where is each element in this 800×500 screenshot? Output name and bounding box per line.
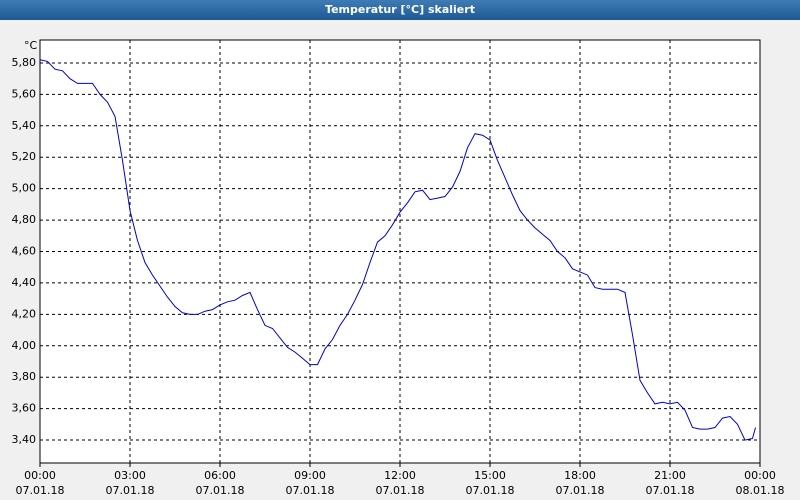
x-tick-date: 07.01.18 bbox=[376, 484, 425, 497]
x-tick-label: 15:00 bbox=[474, 469, 506, 482]
data-line bbox=[39, 59, 756, 441]
y-tick-label: 4,40 bbox=[12, 276, 37, 289]
x-tick-label: 21:00 bbox=[654, 469, 686, 482]
x-tick-date: 07.01.18 bbox=[16, 484, 65, 497]
x-tick-label: 00:00 bbox=[744, 469, 776, 482]
x-tick-date: 07.01.18 bbox=[556, 484, 605, 497]
chart-title: Temperatur [°C] skaliert bbox=[325, 3, 475, 16]
x-tick-date: 07.01.18 bbox=[286, 484, 335, 497]
x-tick-label: 06:00 bbox=[204, 469, 236, 482]
y-tick-label: 5,00 bbox=[12, 182, 37, 195]
y-tick-label: 5,60 bbox=[12, 87, 37, 100]
y-tick-label: 5,40 bbox=[12, 119, 37, 132]
plot-border bbox=[39, 39, 761, 464]
y-tick-label: 5,80 bbox=[12, 56, 37, 69]
x-tick-date: 07.01.18 bbox=[646, 484, 695, 497]
x-tick-label: 09:00 bbox=[294, 469, 326, 482]
x-tick-label: 18:00 bbox=[564, 469, 596, 482]
y-unit: °C bbox=[24, 39, 38, 52]
title-bar bbox=[0, 0, 800, 20]
x-tick-date: 08.01.18 bbox=[736, 484, 785, 497]
x-tick-label: 12:00 bbox=[384, 469, 416, 482]
y-tick-label: 5,20 bbox=[12, 150, 37, 163]
y-tick-label: 3,80 bbox=[12, 370, 37, 383]
x-tick-date: 07.01.18 bbox=[106, 484, 155, 497]
x-tick-date: 07.01.18 bbox=[196, 484, 245, 497]
y-tick-label: 3,40 bbox=[12, 433, 37, 446]
y-tick-label: 3,60 bbox=[12, 402, 37, 415]
y-tick-label: 4,80 bbox=[12, 213, 37, 226]
y-tick-label: 4,00 bbox=[12, 339, 37, 352]
y-tick-label: 4,60 bbox=[12, 245, 37, 258]
x-tick-label: 03:00 bbox=[114, 469, 146, 482]
x-tick-date: 07.01.18 bbox=[466, 484, 515, 497]
y-tick-label: 4,20 bbox=[12, 307, 37, 320]
x-tick-label: 00:00 bbox=[24, 469, 56, 482]
